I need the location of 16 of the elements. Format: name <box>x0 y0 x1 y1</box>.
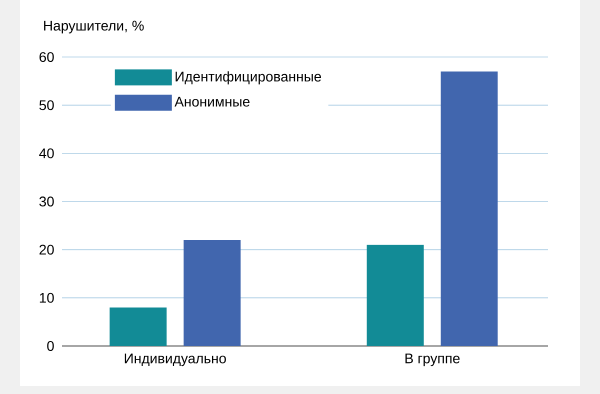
x-tick-label: В группе <box>405 354 460 366</box>
y-tick-label: 40 <box>39 148 54 158</box>
y-tick-label: 60 <box>40 52 54 62</box>
y-tick-label: 10 <box>40 292 54 303</box>
x-tick-label: Индивидуально <box>124 354 226 366</box>
bar <box>366 244 424 346</box>
legend-label: Идентифицированные <box>176 71 322 84</box>
legend-label: Анонимные <box>174 96 250 107</box>
y-tick-label: 20 <box>40 244 54 255</box>
y-tick-label: 50 <box>39 100 54 110</box>
y-tick-label: 0 <box>47 341 54 351</box>
y-tick-label: 30 <box>39 196 54 206</box>
bar <box>440 71 498 346</box>
bar <box>110 307 167 346</box>
y-axis-title: Нарушители, % <box>44 20 144 34</box>
bar <box>184 240 241 346</box>
